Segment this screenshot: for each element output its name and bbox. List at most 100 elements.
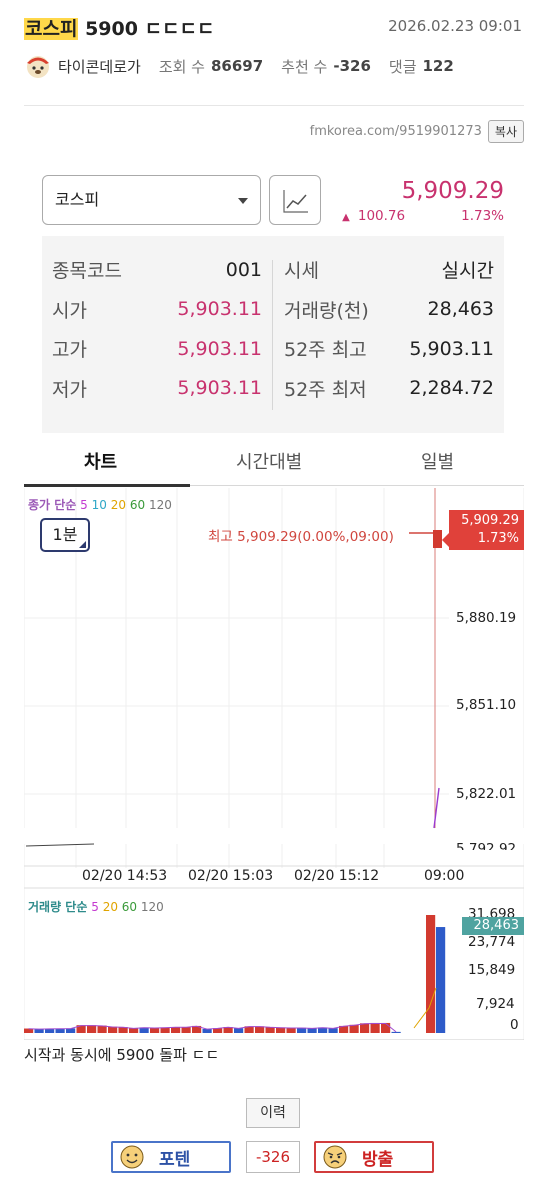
volume-bar	[265, 1027, 275, 1033]
volume-bar	[45, 1028, 55, 1033]
post-date: 2026.02.23 09:01	[388, 17, 522, 35]
volume-bar	[66, 1028, 76, 1033]
ma-10-label: 10	[91, 498, 107, 512]
price-change-row: ▲ 100.76 1.73%	[342, 208, 504, 224]
copy-url-button[interactable]: 복사	[487, 120, 524, 143]
comments-label: 댓글	[388, 57, 417, 76]
volume-bar	[381, 1022, 391, 1033]
stat-value: 001	[225, 258, 262, 281]
stat-row: 거래량(천) 28,463	[284, 290, 494, 330]
volume-bar	[181, 1027, 191, 1033]
volume-bar	[391, 1031, 401, 1033]
stats-right-column: 시세 실시간 거래량(천) 28,463 52주 최고 5,903.11 52주 최저 2,2…	[284, 250, 494, 408]
vote-up-button[interactable]: 포텐	[111, 1141, 231, 1173]
vote-down-button[interactable]: 방출	[314, 1141, 434, 1173]
vote-down-label: 방출	[362, 1149, 394, 1170]
volume-bar	[55, 1028, 65, 1033]
volume-bar	[97, 1025, 107, 1033]
volume-bar	[108, 1026, 118, 1033]
stat-row: 시세 실시간	[284, 250, 494, 290]
post-title: 코스피 5900 ㄷㄷㄷㄷ	[24, 14, 214, 41]
ma-line-spike	[433, 787, 440, 829]
stat-value: 5,903.11	[409, 337, 494, 360]
price-legend: 종가 단순 5 10 20 60 120	[28, 496, 172, 513]
stat-value: 5,903.11	[177, 298, 262, 321]
up-triangle-icon: ▲	[342, 212, 350, 223]
volume-tick: 7,924	[476, 996, 515, 1012]
stat-row: 52주 최고 5,903.11	[284, 329, 494, 369]
stat-label: 저가	[52, 378, 87, 401]
volume-bar	[436, 927, 446, 1033]
volume-bar	[118, 1027, 128, 1033]
stat-label: 거래량(천)	[284, 299, 369, 322]
index-select[interactable]: 코스피	[42, 175, 261, 225]
active-tab-indicator	[24, 484, 190, 487]
time-tick: 02/20 15:03	[188, 868, 274, 884]
volume-bar	[244, 1026, 254, 1033]
volume-bar	[234, 1028, 244, 1033]
tab-chart[interactable]: 차트	[84, 452, 118, 473]
author-row: 타이콘데로가 조회 수 86697 추천 수 -326 댓글 122	[24, 52, 454, 80]
comments-count[interactable]: 122	[422, 57, 454, 75]
author-name[interactable]: 타이콘데로가	[58, 57, 141, 76]
stat-row: 52주 최저 2,284.72	[284, 369, 494, 409]
time-tick: 02/20 14:53	[82, 868, 168, 884]
stat-row: 종목코드 001	[52, 250, 262, 290]
high-price-label: 최고 5,909.29(0.00%,09:00)	[208, 529, 394, 545]
views-count: 86697	[210, 57, 264, 75]
smile-face-icon	[120, 1145, 144, 1169]
vol-ma-5-label: 5	[91, 900, 99, 914]
volume-legend-label: 거래량 단순	[28, 900, 88, 914]
stat-value: 5,903.11	[177, 377, 262, 400]
recommend-count: -326	[333, 57, 371, 75]
volume-bar	[360, 1023, 370, 1033]
tab-by-time[interactable]: 시간대별	[236, 452, 303, 473]
volume-tick: 15,849	[468, 962, 516, 978]
volume-bar	[276, 1027, 286, 1033]
chevron-down-icon	[238, 198, 248, 204]
volume-tick: 23,774	[468, 934, 516, 950]
price-change-percent: 1.73%	[461, 208, 504, 224]
interval-button[interactable]: 1분	[40, 518, 90, 552]
volume-bar	[213, 1028, 223, 1033]
volume-bar	[34, 1028, 44, 1033]
vol-ma-60-label: 60	[121, 900, 138, 914]
recommend-label: 추천 수	[281, 57, 328, 76]
ma-120-label: 120	[148, 498, 172, 512]
current-price-tag: 5,909.29 1.73%	[449, 510, 524, 550]
volume-bar	[349, 1024, 359, 1033]
volume-bar	[297, 1027, 307, 1033]
volume-ma-20-line	[413, 987, 437, 1029]
tab-daily[interactable]: 일별	[421, 452, 455, 473]
volume-bar	[223, 1027, 233, 1033]
volume-bar	[339, 1025, 349, 1033]
stat-value: 2,284.72	[409, 377, 494, 400]
volume-bar	[150, 1027, 160, 1033]
prior-price-line	[25, 843, 95, 847]
chart-toggle-button[interactable]	[269, 175, 321, 225]
author-avatar-icon[interactable]	[24, 52, 52, 80]
stat-row: 시가 5,903.11	[52, 290, 262, 330]
current-price-tag-pct: 1.73%	[477, 531, 519, 546]
price-chart[interactable]: 종가 단순 5 10 20 60 120 1분 최고 5,909.29(0.00…	[24, 488, 524, 1040]
volume-bar	[139, 1027, 149, 1033]
stat-row: 고가 5,903.11	[52, 329, 262, 369]
url-row: fmkorea.com/9519901273 복사	[310, 120, 524, 143]
current-price: 5,909.29	[401, 178, 504, 204]
volume-bar	[87, 1025, 97, 1033]
post-body-text: 시작과 동시에 5900 돌파 ㄷㄷ	[24, 1046, 220, 1064]
interval-label: 1분	[52, 525, 78, 544]
stat-row: 저가 5,903.11	[52, 369, 262, 409]
post-url[interactable]: fmkorea.com/9519901273	[309, 124, 482, 139]
volume-bar	[307, 1028, 317, 1033]
volume-bar	[171, 1027, 181, 1033]
volume-bar	[24, 1028, 34, 1033]
price-change: 100.76	[357, 208, 406, 224]
vol-ma-20-label: 20	[102, 900, 118, 914]
price-tag-pointer	[442, 532, 450, 548]
volume-tick: 0	[510, 1017, 519, 1033]
ma-5-label: 5	[80, 498, 88, 512]
stat-label: 시가	[52, 299, 87, 322]
current-candle	[433, 530, 442, 548]
history-button[interactable]: 이력	[246, 1098, 300, 1128]
